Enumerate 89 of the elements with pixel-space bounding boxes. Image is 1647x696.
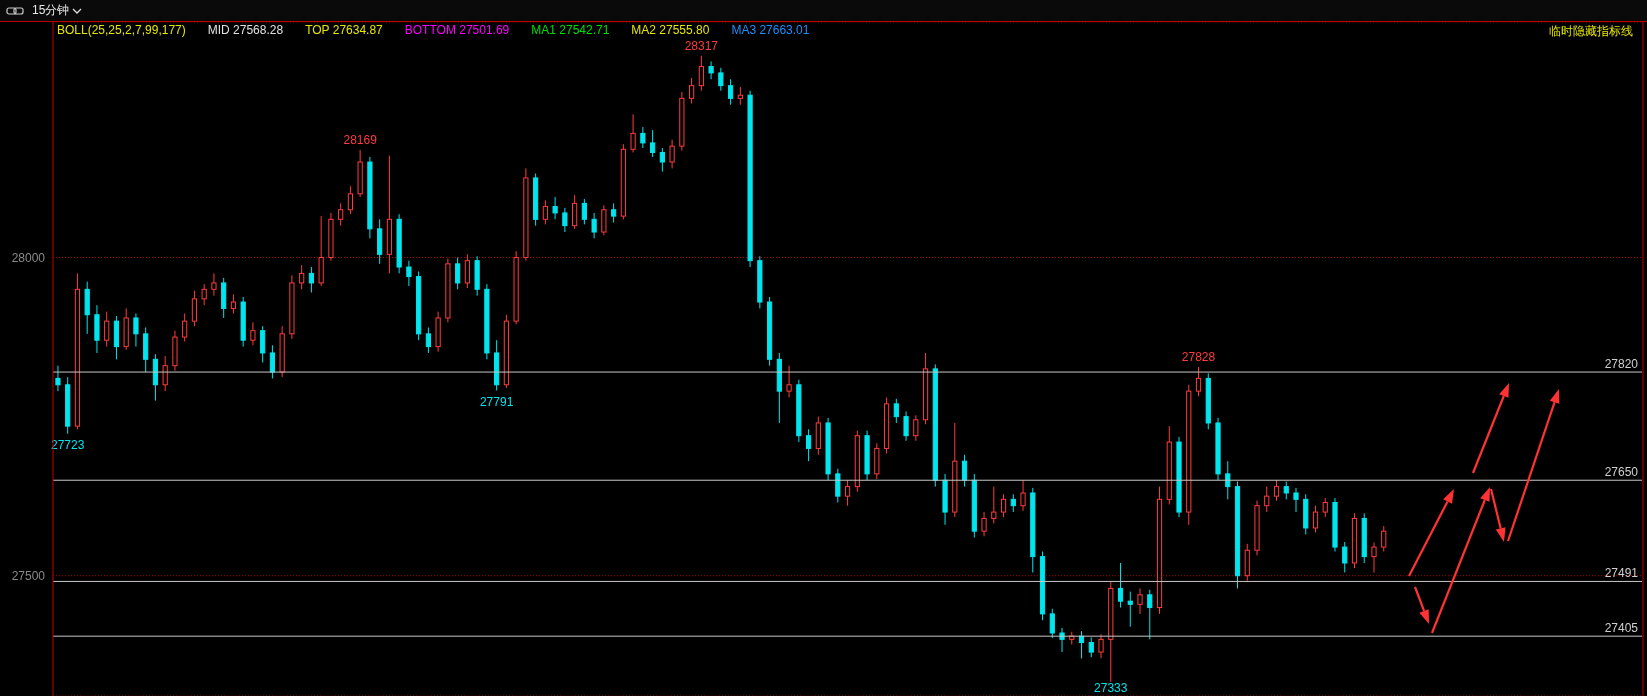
annotation: MA2 27555.80 <box>631 23 710 37</box>
annotation: MA1 27542.71 <box>531 23 610 37</box>
candlestick <box>1020 479 1026 512</box>
candlestick <box>1098 633 1104 659</box>
ref-line-label: 27491 <box>1604 566 1639 581</box>
candlestick <box>1127 591 1133 628</box>
ref-line-label: 27650 <box>1604 465 1639 480</box>
candlestick <box>338 202 344 227</box>
candlestick <box>1225 460 1231 500</box>
candlestick <box>1137 587 1143 615</box>
ref-line-label: 27405 <box>1604 621 1639 636</box>
candlestick <box>464 253 470 289</box>
candlestick <box>1049 608 1055 639</box>
candlestick <box>55 365 61 392</box>
candlestick <box>250 321 256 346</box>
annotation: 临时隐藏指标线 <box>1549 23 1633 40</box>
candlestick <box>1312 505 1319 533</box>
candlestick <box>835 468 841 504</box>
candlestick <box>786 365 792 399</box>
candlestick <box>347 185 353 215</box>
candlestick <box>650 129 656 158</box>
candlestick <box>1293 487 1299 513</box>
candlestick <box>689 77 695 104</box>
candlestick <box>1000 493 1007 518</box>
candlestick <box>455 256 461 290</box>
candlestick <box>269 344 276 379</box>
candlestick <box>162 355 168 392</box>
candlestick <box>1342 541 1348 574</box>
candlestick <box>718 67 724 92</box>
annotation: BOLL(25,25,2,7,99,177) <box>57 23 186 37</box>
candlestick <box>260 325 266 363</box>
candlestick <box>981 511 987 537</box>
candlestick <box>542 199 548 225</box>
candlestick <box>299 264 305 290</box>
candlestick <box>611 202 617 223</box>
ref-line-label: 27820 <box>1604 357 1639 372</box>
candlestick <box>669 139 675 169</box>
candlestick <box>182 312 188 342</box>
candlestick <box>581 198 587 225</box>
annotation: TOP 27634.87 <box>305 23 383 37</box>
annotation: 27828 <box>1181 349 1216 364</box>
candlestick <box>104 311 110 348</box>
candlestick <box>406 260 412 287</box>
candlestick <box>562 207 568 233</box>
candlestick <box>805 428 812 462</box>
candlestick <box>630 113 636 153</box>
annotation: 27723 <box>51 437 85 452</box>
annotation: 28317 <box>684 38 719 53</box>
annotation: 27791 <box>479 394 514 409</box>
candlestick <box>659 147 665 173</box>
candlestick <box>640 126 646 149</box>
candlestick <box>230 293 237 314</box>
candlestick <box>1381 525 1387 553</box>
candlestick <box>211 272 217 297</box>
candlestick <box>708 60 714 80</box>
candlestick <box>1264 486 1270 513</box>
candlestick <box>961 454 968 488</box>
candlestick <box>1322 497 1328 518</box>
candlestick <box>591 212 597 239</box>
candlestick <box>1273 479 1280 502</box>
annotation: MID 27568.28 <box>207 23 284 37</box>
candlestick <box>893 398 899 424</box>
candlestick <box>1059 627 1065 653</box>
candlestick <box>903 411 909 442</box>
candlestick <box>913 414 919 442</box>
annotation: BOTTOM 27501.69 <box>404 23 510 37</box>
candlestick <box>1088 636 1094 658</box>
candlestick <box>727 78 734 106</box>
candlestick <box>572 194 578 230</box>
candlestick <box>552 196 558 220</box>
candlestick <box>698 55 704 92</box>
candlestick <box>1117 562 1124 609</box>
candlestick <box>308 266 315 293</box>
y-tick-label: 28000 <box>11 250 46 265</box>
candlestick <box>425 327 431 354</box>
candlestick <box>1147 589 1153 640</box>
candlestick <box>201 283 207 306</box>
chart-title: 15分钟 <box>32 2 70 19</box>
annotation: 28169 <box>343 132 378 147</box>
annotation: MA3 27663.01 <box>731 23 810 37</box>
candlestick <box>1195 366 1202 397</box>
candlestick <box>601 204 607 236</box>
y-tick-label: 27500 <box>11 568 46 583</box>
candlestick <box>991 486 997 525</box>
candlestick <box>844 479 851 507</box>
candlestick <box>191 290 198 327</box>
candlestick <box>1371 542 1377 574</box>
candlestick <box>133 312 139 348</box>
annotation: 27333 <box>1094 681 1128 695</box>
